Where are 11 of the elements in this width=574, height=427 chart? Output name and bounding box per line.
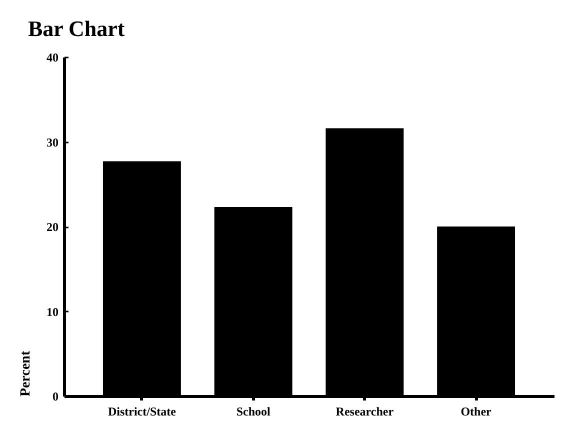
x-tick-label: Researcher (336, 404, 394, 418)
y-tick-label: 30 (46, 135, 58, 150)
x-tick-label: Other (460, 404, 492, 418)
x-tick-label: School (236, 404, 271, 418)
x-tick-label: District/State (108, 404, 177, 418)
y-tick-label: 40 (46, 50, 58, 64)
chart-title: Bar Chart (28, 16, 126, 41)
y-axis-title: Percent (18, 350, 34, 396)
y-tick-label: 10 (46, 304, 58, 319)
y-tick-label: 20 (46, 220, 58, 234)
y-tick-label: 0 (52, 390, 58, 404)
